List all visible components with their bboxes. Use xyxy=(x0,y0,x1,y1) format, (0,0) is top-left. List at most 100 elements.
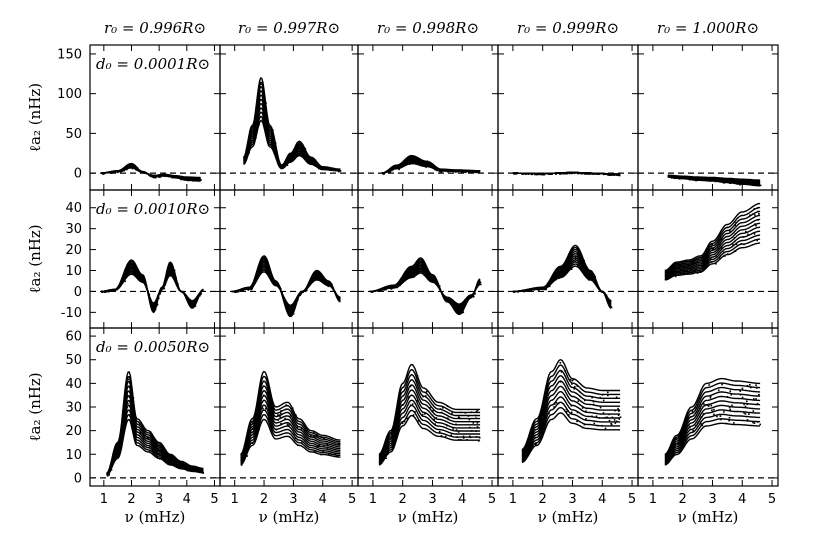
data-ridge-line xyxy=(521,412,621,463)
data-point xyxy=(113,171,115,174)
data-point xyxy=(756,239,758,242)
data-point xyxy=(617,407,619,410)
data-point xyxy=(452,428,454,430)
data-ridge-line xyxy=(240,404,341,463)
data-ridge-line xyxy=(381,162,481,174)
data-point xyxy=(101,291,103,293)
row-annotation: d₀ = 0.0001R⊙ xyxy=(96,55,210,73)
data-point xyxy=(732,244,734,246)
data-point xyxy=(571,379,574,382)
data-ridge-line xyxy=(106,395,204,475)
data-point xyxy=(568,414,570,416)
x-tick-label: 3 xyxy=(568,492,576,507)
panel-r3-c1: 1 2 3 4 5 ν (mHz) xyxy=(89,327,221,526)
x-axis-label: ν (mHz) xyxy=(398,508,459,526)
data-point xyxy=(618,418,620,420)
data-point xyxy=(746,419,749,421)
panel-frame xyxy=(357,44,499,191)
data-point xyxy=(127,402,129,405)
data-point xyxy=(390,437,392,439)
column-title: r₀ = 0.998R⊙ xyxy=(377,19,479,37)
data-point xyxy=(284,417,286,420)
data-point xyxy=(739,390,741,392)
data-point xyxy=(517,291,519,293)
data-point xyxy=(146,437,149,439)
data-point xyxy=(570,268,573,270)
data-point xyxy=(709,397,712,399)
data-ridge-line xyxy=(664,210,761,274)
data-point xyxy=(318,444,320,447)
data-point xyxy=(468,418,471,421)
data-point xyxy=(707,405,710,408)
data-ridge-line xyxy=(664,395,761,460)
data-point xyxy=(749,384,751,386)
data-point xyxy=(735,243,738,246)
data-point xyxy=(199,293,202,296)
data-point xyxy=(457,431,460,433)
panel-r1-c3 xyxy=(357,44,499,191)
data-point xyxy=(565,172,568,175)
data-point xyxy=(729,230,731,232)
data-point xyxy=(731,404,733,407)
data-point xyxy=(534,443,537,446)
data-point xyxy=(587,173,589,175)
data-point xyxy=(432,410,434,412)
data-point xyxy=(469,435,471,438)
x-tick-label: 1 xyxy=(649,492,657,507)
y-tick-label: 10 xyxy=(65,448,82,463)
data-point xyxy=(569,378,572,381)
y-tick-label: 50 xyxy=(65,353,82,368)
data-point xyxy=(412,414,415,416)
y-axis-label: ℓa₂ (nHz) xyxy=(26,372,44,441)
panel-r2-c2 xyxy=(219,189,359,329)
data-ridge-line xyxy=(240,394,341,461)
data-ridge-line xyxy=(240,399,341,462)
y-tick-label: 30 xyxy=(65,222,82,237)
data-point xyxy=(433,418,435,421)
x-axis-label: ν (mHz) xyxy=(259,508,320,526)
data-point xyxy=(744,405,747,408)
data-point xyxy=(462,437,465,439)
data-point xyxy=(551,173,553,175)
data-point xyxy=(159,291,162,294)
data-point xyxy=(614,422,617,424)
x-axis-label: ν (mHz) xyxy=(678,508,739,526)
data-point xyxy=(555,402,558,404)
data-ridge-line xyxy=(240,418,341,466)
data-ridge-line xyxy=(106,385,204,475)
data-point xyxy=(746,384,749,387)
data-point xyxy=(618,174,621,177)
data-ridge-line xyxy=(106,375,204,474)
data-point xyxy=(377,290,380,292)
data-ridge-line xyxy=(521,396,621,460)
data-point xyxy=(338,170,340,173)
data-point xyxy=(715,263,717,265)
data-point xyxy=(458,417,461,419)
data-point xyxy=(583,399,586,402)
y-tick-label: 50 xyxy=(65,127,82,142)
data-ridge-line xyxy=(521,406,621,462)
y-tick-label: 0 xyxy=(74,167,82,182)
data-point xyxy=(758,213,760,215)
data-point xyxy=(562,173,565,175)
data-ridge-line xyxy=(106,371,204,474)
data-point xyxy=(576,420,578,423)
panel-r2-c4 xyxy=(497,189,639,329)
x-tick-label: 2 xyxy=(127,492,135,507)
data-point xyxy=(720,247,723,249)
data-ridge-line xyxy=(106,418,204,476)
data-point xyxy=(401,422,404,425)
data-point xyxy=(743,412,745,414)
data-point xyxy=(299,294,301,297)
y-tick-label: 150 xyxy=(57,47,82,62)
data-point xyxy=(300,292,302,294)
y-tick-label: 40 xyxy=(65,377,82,392)
data-point xyxy=(429,407,431,409)
data-point xyxy=(280,412,282,415)
data-point xyxy=(288,424,290,426)
data-point xyxy=(608,419,611,422)
data-ridge-line xyxy=(378,404,481,464)
data-point xyxy=(476,422,479,424)
data-point xyxy=(300,293,302,295)
